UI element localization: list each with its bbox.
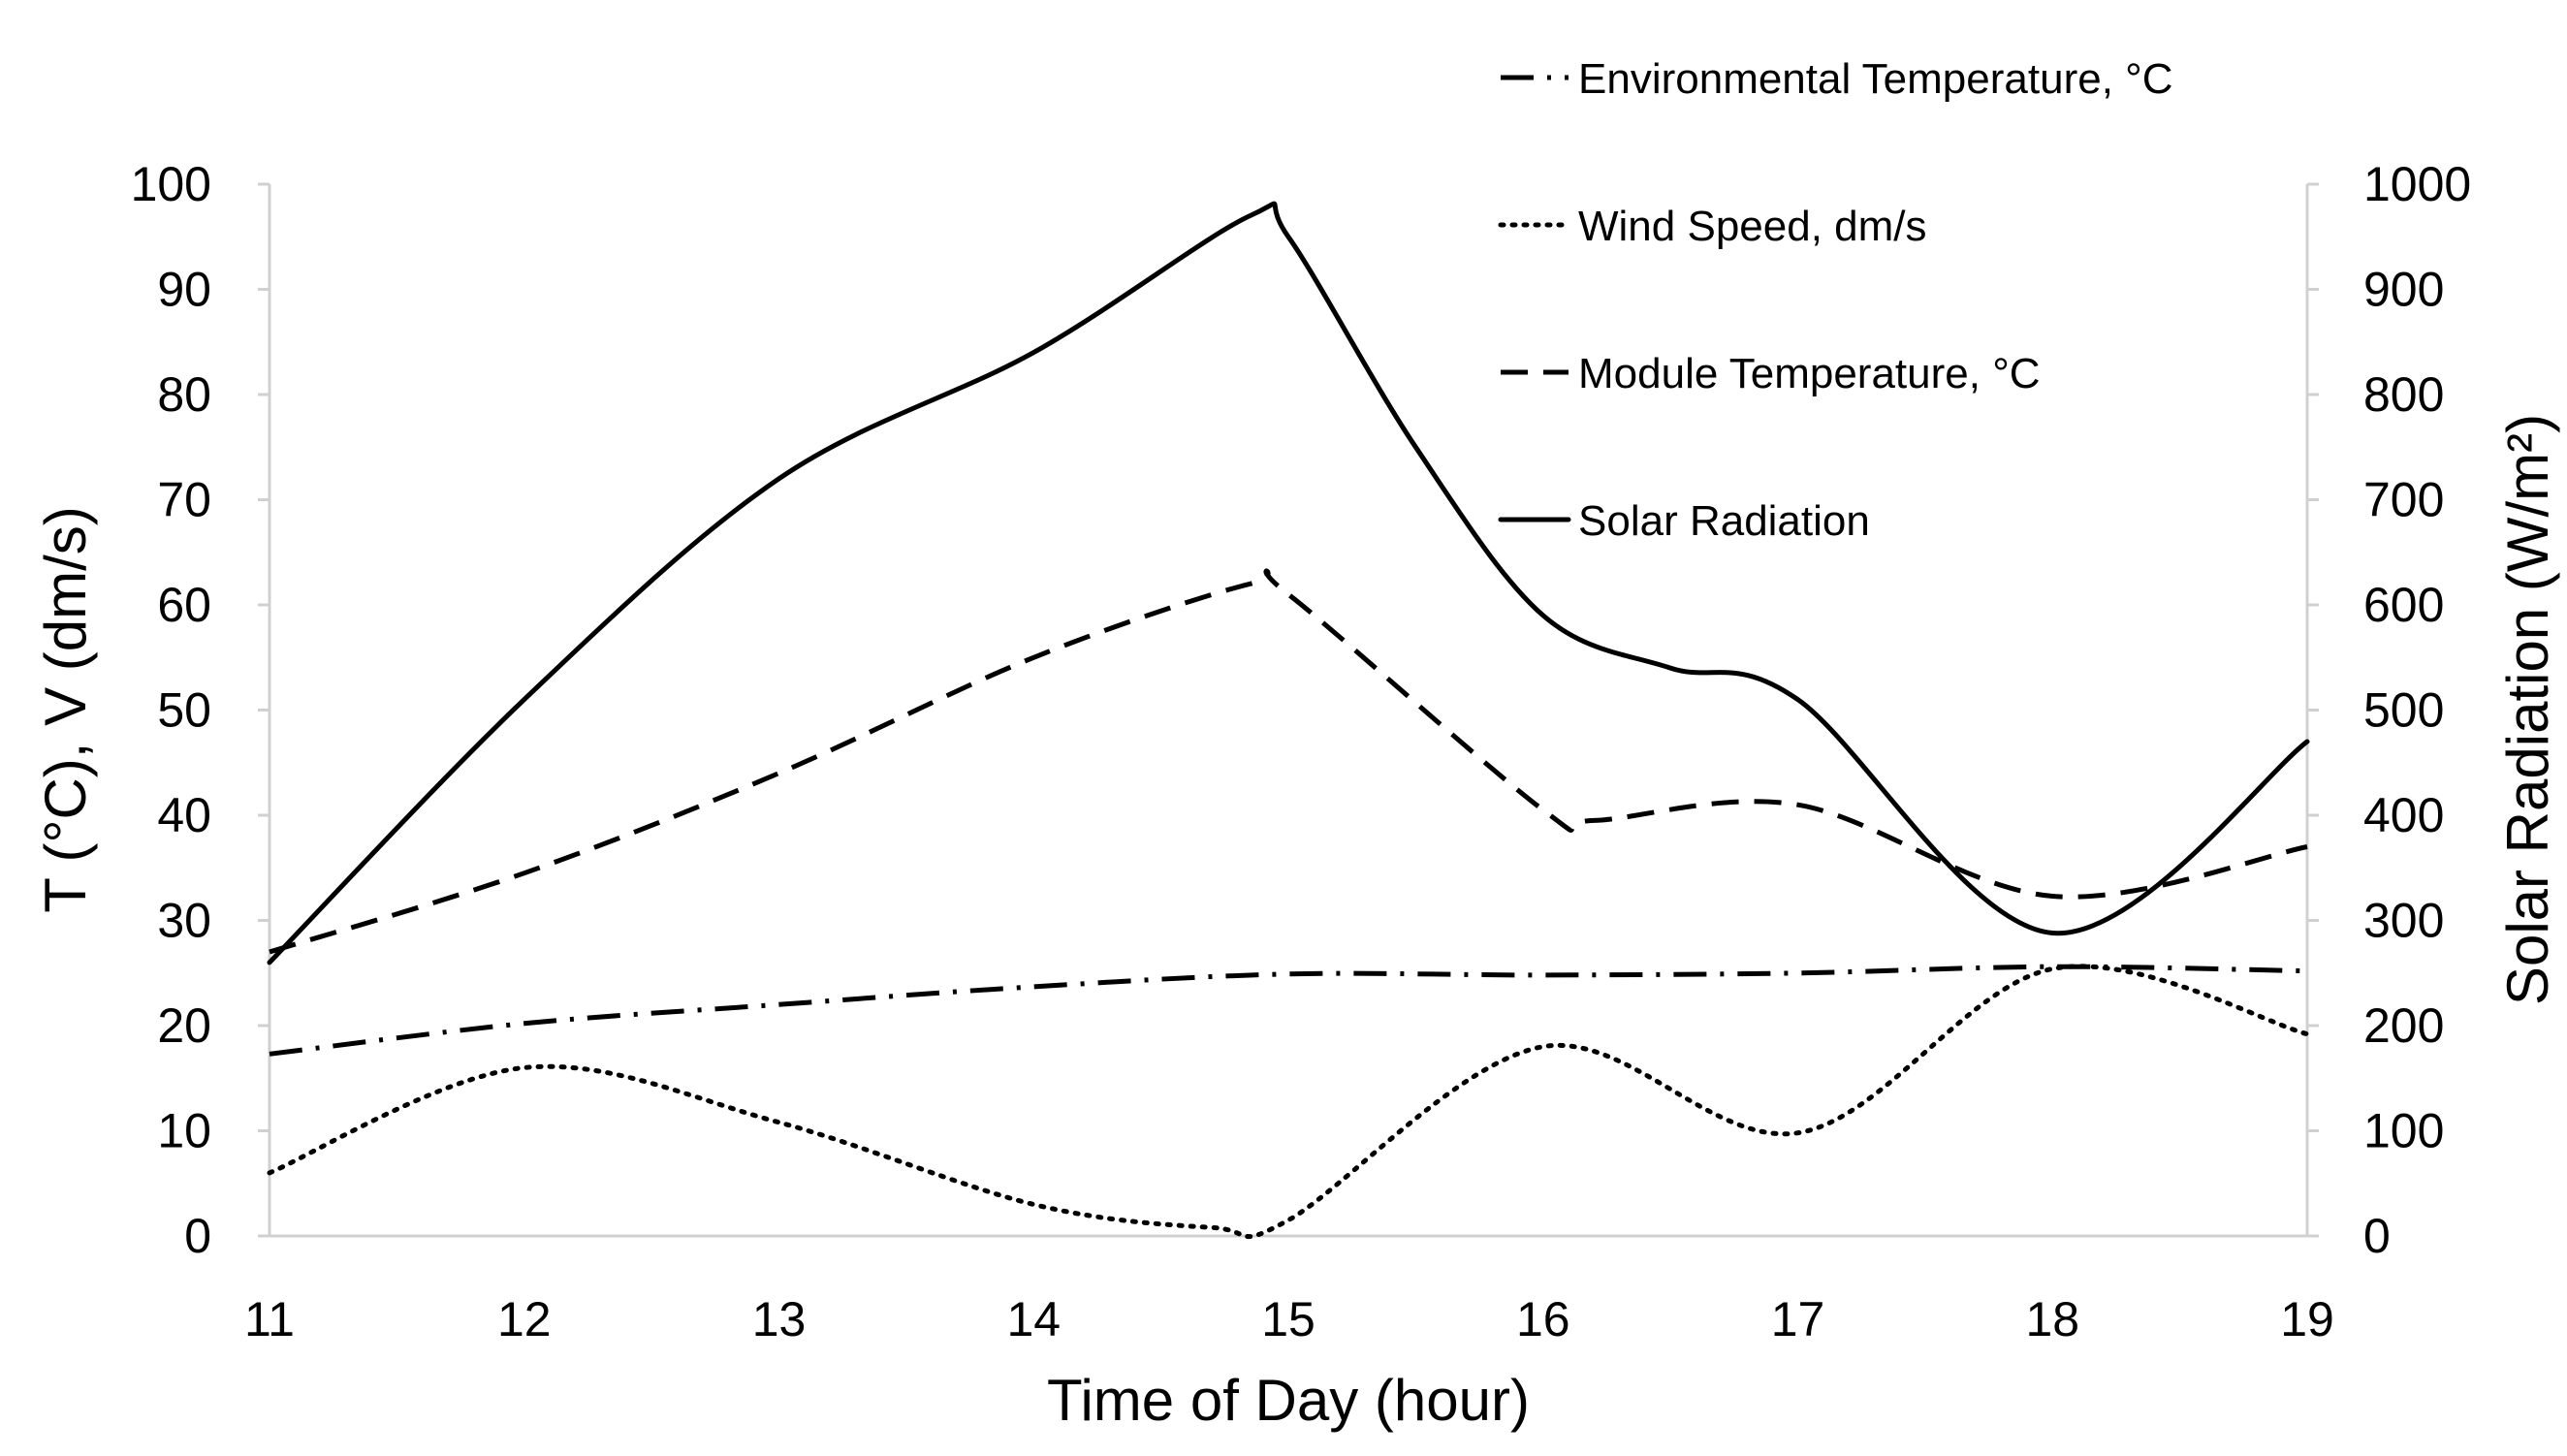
x-tick-label: 11	[244, 1292, 295, 1346]
series-environmental-temperature-c	[269, 964, 2308, 1057]
x-tick-label: 19	[2280, 1292, 2334, 1346]
legend-label: Wind Speed, dm/s	[1578, 203, 1927, 250]
y-axis-title: T (°C), V (dm/s)	[33, 506, 98, 913]
x-tick-label: 16	[1516, 1292, 1570, 1346]
x-tick-label: 13	[752, 1292, 807, 1346]
right-tick-label: 0	[2363, 1209, 2391, 1263]
series-layer	[267, 201, 2310, 1240]
left-tick-label: 70	[157, 473, 211, 527]
right-tick-label: 900	[2363, 263, 2444, 317]
x-tick-labels: 11 12 13 14 15 16 17 18 19	[244, 1292, 2334, 1346]
legend-label: Module Temperature, °C	[1578, 350, 2041, 397]
right-tick-label: 600	[2363, 578, 2444, 632]
legend-label: Environmental Temperature, °C	[1578, 55, 2173, 103]
right-tick-labels: 0 100 200 300 400 500 600 700 800 900 1000	[2307, 157, 2471, 1263]
series-wind-speed-dm-s	[267, 964, 2310, 1240]
series-module-temperature-c	[269, 568, 2308, 955]
left-tick-label: 20	[157, 998, 211, 1053]
x-tick-label: 12	[497, 1292, 552, 1346]
legend-label: Solar Radiation	[1578, 497, 1870, 545]
legend: Environmental Temperature, °C Wind Speed,…	[1498, 55, 2173, 545]
x-tick-label: 15	[1261, 1292, 1315, 1346]
left-tick-label: 40	[157, 788, 211, 842]
left-tick-label: 30	[157, 894, 211, 948]
right-tick-label: 700	[2363, 473, 2444, 527]
left-tick-label: 0	[184, 1209, 211, 1263]
left-tick-label: 50	[157, 683, 211, 738]
axes-layer	[268, 184, 2309, 1238]
right-tick-label: 200	[2363, 998, 2444, 1053]
right-tick-label: 500	[2363, 683, 2444, 738]
x-axis-title: Time of Day (hour)	[1047, 1368, 1530, 1433]
left-tick-label: 90	[157, 263, 211, 317]
x-tick-label: 18	[2025, 1292, 2079, 1346]
left-tick-label: 100	[131, 157, 211, 211]
left-tick-label: 80	[157, 367, 211, 422]
right-tick-label: 1000	[2363, 157, 2471, 211]
right-tick-label: 400	[2363, 788, 2444, 842]
right-tick-label: 800	[2363, 367, 2444, 422]
series-solar-radiation	[267, 201, 2310, 965]
left-tick-label: 60	[157, 578, 211, 632]
left-tick-label: 10	[157, 1104, 211, 1158]
right-tick-label: 300	[2363, 894, 2444, 948]
left-tick-labels: 0 10 20 30 40 50 60 70 80 90 100	[131, 157, 269, 1263]
x-tick-label: 14	[1006, 1292, 1061, 1346]
y2-axis-title: Solar Radiation (W/m²)	[2495, 414, 2560, 1005]
right-tick-label: 100	[2363, 1104, 2444, 1158]
x-tick-label: 17	[1771, 1292, 1825, 1346]
